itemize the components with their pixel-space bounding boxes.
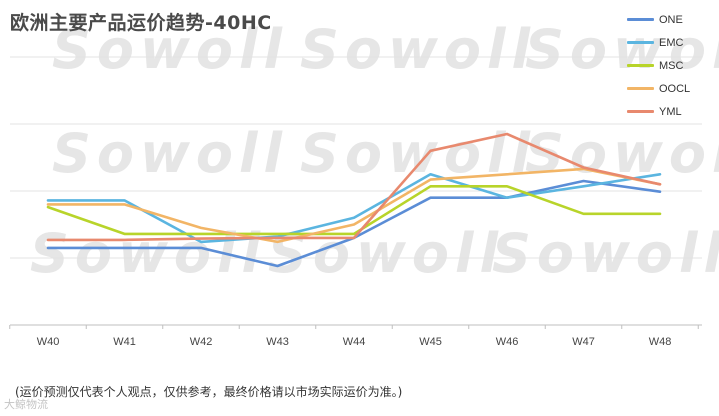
x-tick-label: W40 bbox=[37, 336, 60, 348]
legend-swatch bbox=[627, 64, 654, 67]
legend-label: EMC bbox=[659, 36, 684, 49]
legend-item-one: ONE bbox=[627, 8, 717, 31]
x-tick-label: W45 bbox=[419, 336, 442, 348]
legend: ONE EMC MSC OOCL YML bbox=[627, 8, 717, 123]
x-tick-label: W41 bbox=[113, 336, 136, 348]
legend-label: YML bbox=[659, 105, 682, 118]
x-tick-label: W42 bbox=[190, 336, 213, 348]
legend-label: MSC bbox=[659, 59, 684, 72]
x-axis: W40 W41 W42 W43 W44 W45 W46 W47 W48 bbox=[9, 324, 702, 348]
footnote: (运价预测仅代表个人观点，仅供参考，最终价格请以市场实际运价为准。) bbox=[15, 385, 403, 399]
legend-swatch bbox=[627, 87, 654, 90]
x-tick-label: W43 bbox=[266, 336, 289, 348]
x-tick-label: W47 bbox=[572, 336, 595, 348]
x-tick-label: W48 bbox=[649, 336, 672, 348]
legend-item-oocl: OOCL bbox=[627, 77, 717, 100]
legend-swatch bbox=[627, 18, 654, 21]
legend-item-emc: EMC bbox=[627, 31, 717, 54]
series-line-msc bbox=[46, 185, 662, 236]
x-tick-label: W44 bbox=[343, 336, 366, 348]
legend-item-msc: MSC bbox=[627, 54, 717, 77]
legend-swatch bbox=[627, 41, 654, 44]
grid-lines bbox=[10, 56, 702, 259]
legend-label: ONE bbox=[659, 13, 683, 26]
series-line-oocl bbox=[46, 167, 662, 244]
corner-watermark: 大鲸物流 bbox=[4, 398, 48, 411]
chart-title: 欧洲主要产品运价趋势-40HC bbox=[10, 12, 272, 34]
x-tick-label: W46 bbox=[496, 336, 519, 348]
legend-item-yml: YML bbox=[627, 100, 717, 123]
legend-swatch bbox=[627, 110, 654, 113]
legend-label: OOCL bbox=[659, 82, 691, 95]
series-line-emc bbox=[46, 173, 662, 244]
series-lines bbox=[46, 132, 662, 268]
series-line-yml bbox=[46, 132, 662, 242]
